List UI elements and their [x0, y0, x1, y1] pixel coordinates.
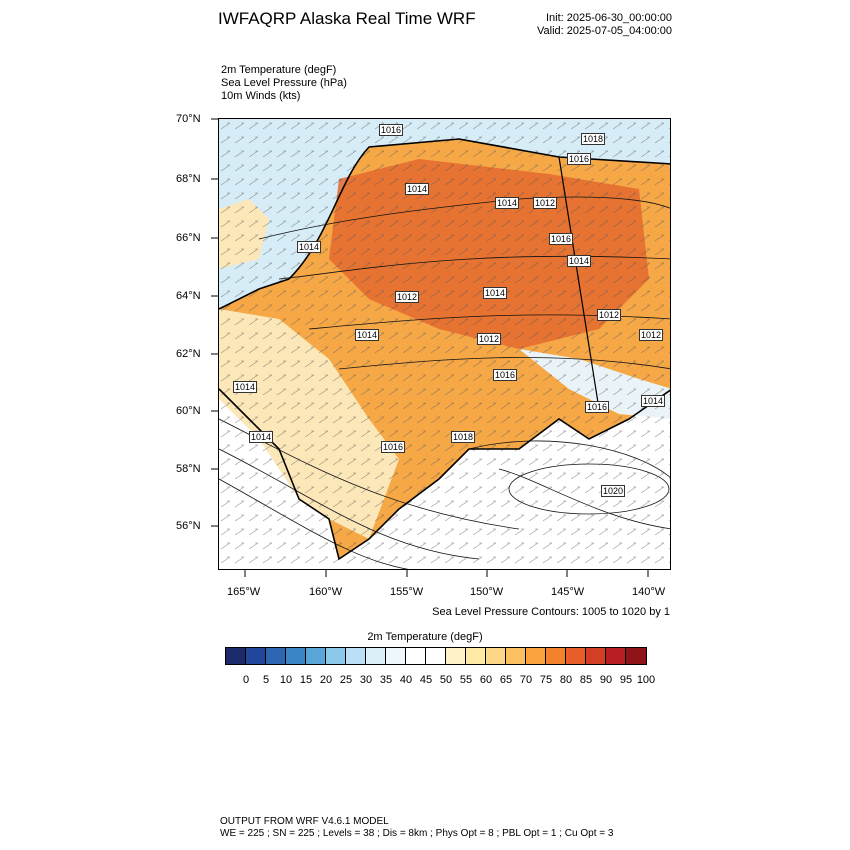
colorbar-swatch: [406, 648, 426, 664]
colorbar-tick-label: 10: [279, 674, 293, 686]
coastline: [219, 138, 670, 561]
colorbar-swatch: [326, 648, 346, 664]
colorbar-swatch: [426, 648, 446, 664]
lat-label-56n: 56°N: [176, 520, 201, 532]
contour-note: Sea Level Pressure Contours: 1005 to 102…: [432, 606, 670, 618]
lon-label-165w: 165°W: [227, 586, 261, 598]
colorbar-tick-label: 45: [419, 674, 433, 686]
isobar-label: 1014: [249, 431, 274, 443]
field-label-winds: 10m Winds (kts): [221, 90, 301, 102]
colorbar-tick-label: 60: [479, 674, 493, 686]
lon-label-145w: 145°W: [551, 586, 585, 598]
colorbar-swatch: [546, 648, 566, 664]
plot-title: IWFAQRP Alaska Real Time WRF: [218, 9, 476, 28]
field-label-pressure: Sea Level Pressure (hPa): [221, 77, 347, 89]
colorbar-swatch: [486, 648, 506, 664]
colorbar-swatch: [266, 648, 286, 664]
colorbar-tick-label: 75: [539, 674, 553, 686]
isobar-label: 1020: [601, 485, 626, 497]
lon-label-150w: 150°W: [470, 586, 504, 598]
isobar-label: 1014: [297, 241, 322, 253]
colorbar-swatch: [286, 648, 306, 664]
colorbar-tick-label: 30: [359, 674, 373, 686]
colorbar: [225, 647, 647, 665]
lon-label-140w: 140°W: [632, 586, 666, 598]
isobar-label: 1016: [567, 153, 592, 165]
map-svg: [219, 119, 670, 569]
colorbar-tick-label: 80: [559, 674, 573, 686]
colorbar-tick-label: 100: [636, 674, 656, 686]
colorbar-tick-label: 65: [499, 674, 513, 686]
isobar-label: 1016: [379, 124, 404, 136]
isobar-label: 1018: [451, 431, 476, 443]
lon-label-155w: 155°W: [390, 586, 424, 598]
footer-model: OUTPUT FROM WRF V4.6.1 MODEL: [220, 816, 389, 827]
lon-label-160w: 160°W: [309, 586, 343, 598]
isobar-label: 1014: [405, 183, 430, 195]
colorbar-swatch: [226, 648, 246, 664]
colorbar-tick-label: 70: [519, 674, 533, 686]
lat-label-60n: 60°N: [176, 405, 201, 417]
colorbar-swatch: [466, 648, 486, 664]
colorbar-tick-label: 55: [459, 674, 473, 686]
isobar-label: 1012: [597, 309, 622, 321]
isobar-label: 1014: [355, 329, 380, 341]
colorbar-tick-label: 40: [399, 674, 413, 686]
colorbar-swatch: [346, 648, 366, 664]
isobar-label: 1014: [495, 197, 520, 209]
isobar-label: 1014: [483, 287, 508, 299]
lat-label-68n: 68°N: [176, 173, 201, 185]
valid-time: Valid: 2025-07-05_04:00:00: [537, 25, 672, 37]
colorbar-tick-label: 35: [379, 674, 393, 686]
isobar-label: 1018: [581, 133, 606, 145]
colorbar-tick-label: 0: [242, 674, 250, 686]
colorbar-swatch: [606, 648, 626, 664]
colorbar-tick-label: 95: [619, 674, 633, 686]
lat-label-62n: 62°N: [176, 348, 201, 360]
colorbar-tick-label: 85: [579, 674, 593, 686]
isobar-label: 1016: [549, 233, 574, 245]
field-label-temperature: 2m Temperature (degF): [221, 64, 337, 76]
colorbar-title: 2m Temperature (degF): [367, 631, 483, 643]
isobar-label: 1016: [381, 441, 406, 453]
isobar-label: 1014: [233, 381, 258, 393]
colorbar-swatch: [586, 648, 606, 664]
footer-config: WE = 225 ; SN = 225 ; Levels = 38 ; Dis …: [220, 828, 614, 839]
isobar-label: 1016: [493, 369, 518, 381]
lat-label-58n: 58°N: [176, 463, 201, 475]
isobar-label: 1016: [585, 401, 610, 413]
colorbar-tick-label: 90: [599, 674, 613, 686]
colorbar-swatch: [446, 648, 466, 664]
isobar-label: 1012: [533, 197, 558, 209]
colorbar-tick-label: 15: [299, 674, 313, 686]
colorbar-tick-label: 25: [339, 674, 353, 686]
colorbar-swatch: [306, 648, 326, 664]
canada-border: [558, 156, 600, 410]
isobar-label: 1014: [567, 255, 592, 267]
colorbar-tick-label: 5: [262, 674, 270, 686]
colorbar-swatch: [366, 648, 386, 664]
colorbar-swatch: [246, 648, 266, 664]
init-time: Init: 2025-06-30_00:00:00: [546, 12, 672, 24]
lat-label-70n: 70°N: [176, 113, 201, 125]
isobar-label: 1012: [477, 333, 502, 345]
colorbar-swatch: [566, 648, 586, 664]
lat-label-66n: 66°N: [176, 232, 201, 244]
isobar-label: 1012: [395, 291, 420, 303]
wind-vectors: [219, 119, 670, 569]
isobar-label: 1012: [639, 329, 664, 341]
colorbar-tick-label: 20: [319, 674, 333, 686]
colorbar-swatch: [626, 648, 646, 664]
isobar-label: 1014: [641, 395, 666, 407]
axis-ticks: [211, 118, 649, 577]
colorbar-swatch: [526, 648, 546, 664]
colorbar-swatch: [506, 648, 526, 664]
colorbar-tick-label: 50: [439, 674, 453, 686]
map-panel: 1016 1018 1016 1014 1014 1012 1014 1016 …: [218, 118, 671, 570]
colorbar-swatch: [386, 648, 406, 664]
lat-label-64n: 64°N: [176, 290, 201, 302]
